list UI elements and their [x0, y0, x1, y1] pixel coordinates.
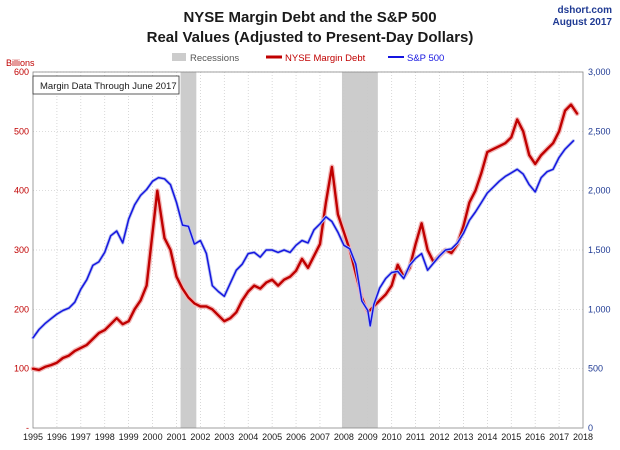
x-tick-11: 2006: [286, 432, 306, 442]
legend-label-recessions: Recessions: [190, 53, 239, 64]
x-tick-2: 1997: [71, 432, 91, 442]
x-tick-19: 2014: [477, 432, 497, 442]
x-tick-23: 2018: [573, 432, 593, 442]
chart-subtitle: Real Values (Adjusted to Present-Day Dol…: [147, 29, 474, 46]
y-tick-left-0: -: [26, 423, 29, 433]
plot-frame: [32, 71, 584, 429]
annotation-text: Margin Data Through June 2017: [40, 81, 177, 92]
y-tick-right-5: 2,500: [588, 126, 611, 136]
legend-label-margin-debt: NYSE Margin Debt: [285, 53, 366, 64]
x-tick-18: 2013: [453, 432, 473, 442]
x-tick-20: 2015: [501, 432, 521, 442]
annotation-box: Margin Data Through June 2017: [32, 75, 180, 95]
x-tick-22: 2017: [549, 432, 569, 442]
y-tick-right-0: 0: [588, 423, 593, 433]
x-tick-3: 1998: [95, 432, 115, 442]
y-axis-label-left: Billions: [6, 58, 35, 68]
y-tick-left-5: 500: [14, 126, 29, 136]
y-tick-left-3: 300: [14, 245, 29, 255]
x-tick-17: 2012: [430, 432, 450, 442]
legend-swatch-recessions: [172, 53, 186, 61]
legend: Recessions NYSE Margin Debt S&P 500: [172, 53, 444, 64]
recession-band-0: [180, 72, 197, 428]
x-tick-9: 2004: [238, 432, 258, 442]
y-tick-right-6: 3,000: [588, 67, 611, 77]
y-tick-left-4: 400: [14, 186, 29, 196]
y-tick-right-4: 2,000: [588, 186, 611, 196]
y-tick-left-1: 100: [14, 364, 29, 374]
plot-background: [33, 72, 583, 428]
x-tick-14: 2009: [358, 432, 378, 442]
source-line1: dshort.com: [558, 5, 613, 16]
x-tick-5: 2000: [143, 432, 163, 442]
plot-area: - 100 200 300 400 500 600 0 500 1,000 1,500 2,000 2,…: [14, 67, 611, 442]
x-tick-16: 2011: [406, 432, 425, 442]
x-tick-0: 1995: [23, 432, 43, 442]
x-tick-8: 2003: [214, 432, 234, 442]
x-tick-1: 1996: [47, 432, 67, 442]
x-tick-12: 2007: [310, 432, 330, 442]
x-tick-13: 2008: [334, 432, 354, 442]
y-tick-right-3: 1,500: [588, 245, 611, 255]
x-tick-21: 2016: [525, 432, 545, 442]
series-line-0: [31, 103, 579, 372]
x-tick-4: 1999: [119, 432, 139, 442]
x-tick-6: 2001: [166, 432, 186, 442]
y-tick-left-6: 600: [14, 67, 29, 77]
series-line-1: [32, 140, 575, 339]
y-tick-left-2: 200: [14, 304, 29, 314]
y-tick-right-1: 500: [588, 364, 603, 374]
x-tick-15: 2010: [382, 432, 402, 442]
chart-title: NYSE Margin Debt and the S&P 500: [183, 9, 436, 26]
y-tick-right-2: 1,000: [588, 304, 611, 314]
x-tick-7: 2002: [190, 432, 210, 442]
x-tick-10: 2005: [262, 432, 282, 442]
legend-label-sp500: S&P 500: [407, 53, 444, 64]
source-line2: August 2017: [553, 17, 613, 28]
